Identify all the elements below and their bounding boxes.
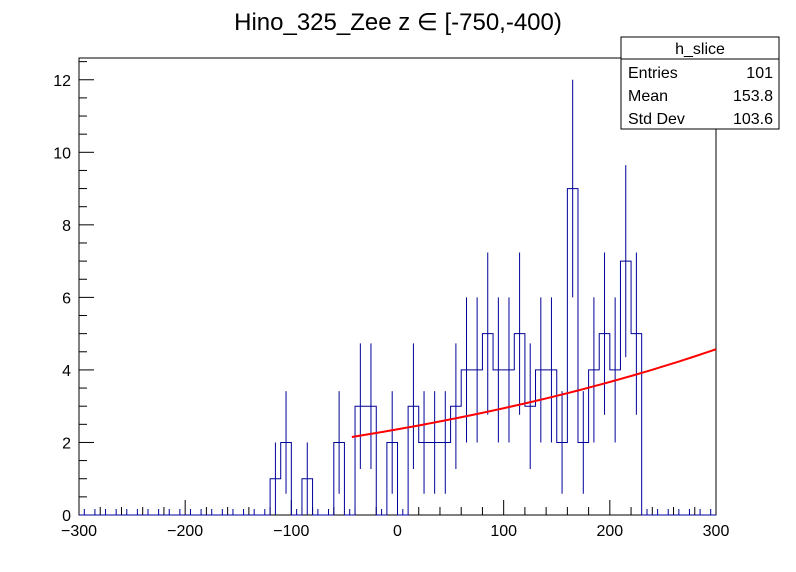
y-tick-label: 12 bbox=[53, 73, 71, 90]
histogram-outline bbox=[79, 188, 716, 516]
stats-stddev-value: 103.6 bbox=[733, 111, 773, 128]
stats-stddev-label: Std Dev bbox=[628, 111, 685, 128]
stats-mean-label: Mean bbox=[628, 88, 668, 105]
y-tick-label: 10 bbox=[53, 145, 71, 162]
x-tick-label: −200 bbox=[167, 523, 203, 540]
x-tick-label: 300 bbox=[703, 523, 730, 540]
stats-box-title: h_slice bbox=[675, 41, 725, 58]
stats-box: h_slice Entries 101 Mean 153.8 Std Dev 1… bbox=[620, 36, 780, 130]
x-tick-label: 0 bbox=[393, 523, 402, 540]
plot-area: 0 2 4 6 8 10 12 −300 −200 −100 0 100 200 300 bbox=[53, 57, 730, 540]
chart-title: Hino_325_Zee z ∈ [-750,-400) bbox=[234, 9, 562, 36]
y-tick-label: 0 bbox=[62, 508, 71, 525]
stats-box-frame bbox=[620, 36, 780, 130]
x-tick-label: −300 bbox=[61, 523, 97, 540]
y-tick-label: 2 bbox=[62, 435, 71, 452]
y-tick-label: 6 bbox=[62, 290, 71, 307]
fit-curve bbox=[351, 348, 717, 439]
x-tick-label: 100 bbox=[490, 523, 517, 540]
stats-mean-value: 153.8 bbox=[733, 88, 773, 105]
x-tick-label: 200 bbox=[596, 523, 623, 540]
y-tick-label: 8 bbox=[62, 218, 71, 235]
y-tick-label: 4 bbox=[62, 363, 71, 380]
stats-entries-label: Entries bbox=[628, 65, 678, 82]
x-tick-label: −100 bbox=[273, 523, 309, 540]
stats-entries-value: 101 bbox=[746, 65, 773, 82]
